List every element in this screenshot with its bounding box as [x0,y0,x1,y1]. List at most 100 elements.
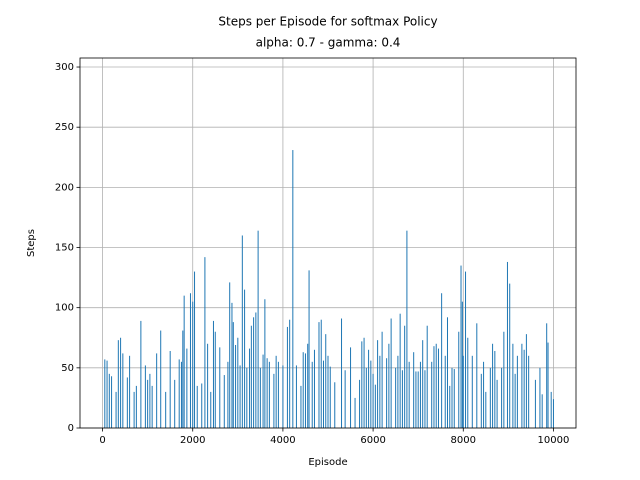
x-tick-label: 8000 [451,435,476,446]
bar [264,299,266,428]
bar [363,337,365,428]
bar [370,360,372,428]
bar [496,379,498,428]
bar [480,373,482,428]
bar [546,323,548,428]
bar [361,341,363,428]
bar [133,391,135,428]
bar [192,301,194,428]
bar [514,373,516,428]
bar [404,325,406,428]
bar [286,326,288,428]
bar [214,331,216,428]
bar [275,355,277,428]
bar [435,343,437,428]
bar [320,319,322,428]
bar [249,348,251,428]
bar [104,359,106,428]
bar [122,353,124,428]
bar [374,384,376,428]
bar [262,354,264,428]
bar [467,337,469,428]
bar [183,295,185,428]
bar [311,361,313,428]
bar [257,230,259,428]
bar [151,385,153,428]
bar [204,257,206,428]
bar [229,282,231,428]
bar [329,366,331,428]
bar [300,385,302,428]
bar [241,235,243,428]
bar [189,293,191,428]
bar [108,373,110,428]
bar [126,377,128,428]
bar [453,369,455,428]
y-tick-label: 200 [55,182,74,193]
bar [377,340,379,428]
bar [381,331,383,428]
bar [501,367,503,428]
bar [399,313,401,428]
bar [344,370,346,428]
bar [313,349,315,428]
bar [231,302,233,428]
bar [465,271,467,428]
bar [388,343,390,428]
bar [111,376,113,428]
y-tick-label: 100 [55,303,74,314]
bar [117,340,119,428]
bar [273,373,275,428]
bar [365,367,367,428]
bar [147,379,149,428]
bar [318,322,320,428]
bar [212,320,214,428]
bar [534,379,536,428]
bar [415,371,417,428]
bar [401,370,403,428]
bar [160,330,162,428]
bar [489,367,491,428]
bar [253,317,255,428]
bar [325,334,327,428]
bar [232,322,234,428]
bar [354,397,356,428]
bar [523,349,525,428]
bar [223,375,225,428]
y-tick-label: 150 [55,243,74,254]
bar [503,331,505,428]
bar [417,371,419,428]
y-tick-label: 0 [68,423,74,434]
bar [509,283,511,428]
bar [266,358,268,428]
bar [446,317,448,428]
bar [289,319,291,428]
bar [541,394,543,428]
bar [506,261,508,428]
bar [451,367,453,428]
bar [437,348,439,428]
x-tick-label: 2000 [180,435,205,446]
x-axis-label: Episode [308,457,347,468]
bar [244,289,246,428]
bar [227,361,229,428]
bar [169,350,171,428]
bar [165,391,167,428]
bar [334,382,336,428]
bar [462,355,464,428]
bar [550,391,552,428]
bar [174,379,176,428]
bar [327,355,329,428]
bar [308,270,310,428]
bar [444,355,446,428]
bar [386,358,388,428]
bar [129,355,131,428]
chart-subtitle: alpha: 0.7 - gamma: 0.4 [256,36,401,50]
bar [268,361,270,428]
bar [433,346,435,428]
bar [120,337,122,428]
axes-frame [79,57,577,429]
x-tick-label: 4000 [270,435,295,446]
